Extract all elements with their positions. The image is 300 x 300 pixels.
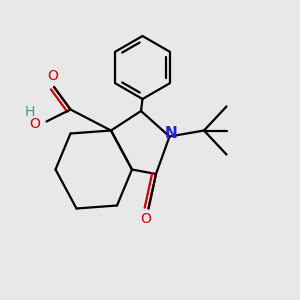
- Text: H: H: [25, 106, 35, 119]
- Text: O: O: [47, 70, 58, 83]
- Text: O: O: [29, 118, 40, 131]
- Text: N: N: [165, 126, 177, 141]
- Text: O: O: [140, 212, 151, 226]
